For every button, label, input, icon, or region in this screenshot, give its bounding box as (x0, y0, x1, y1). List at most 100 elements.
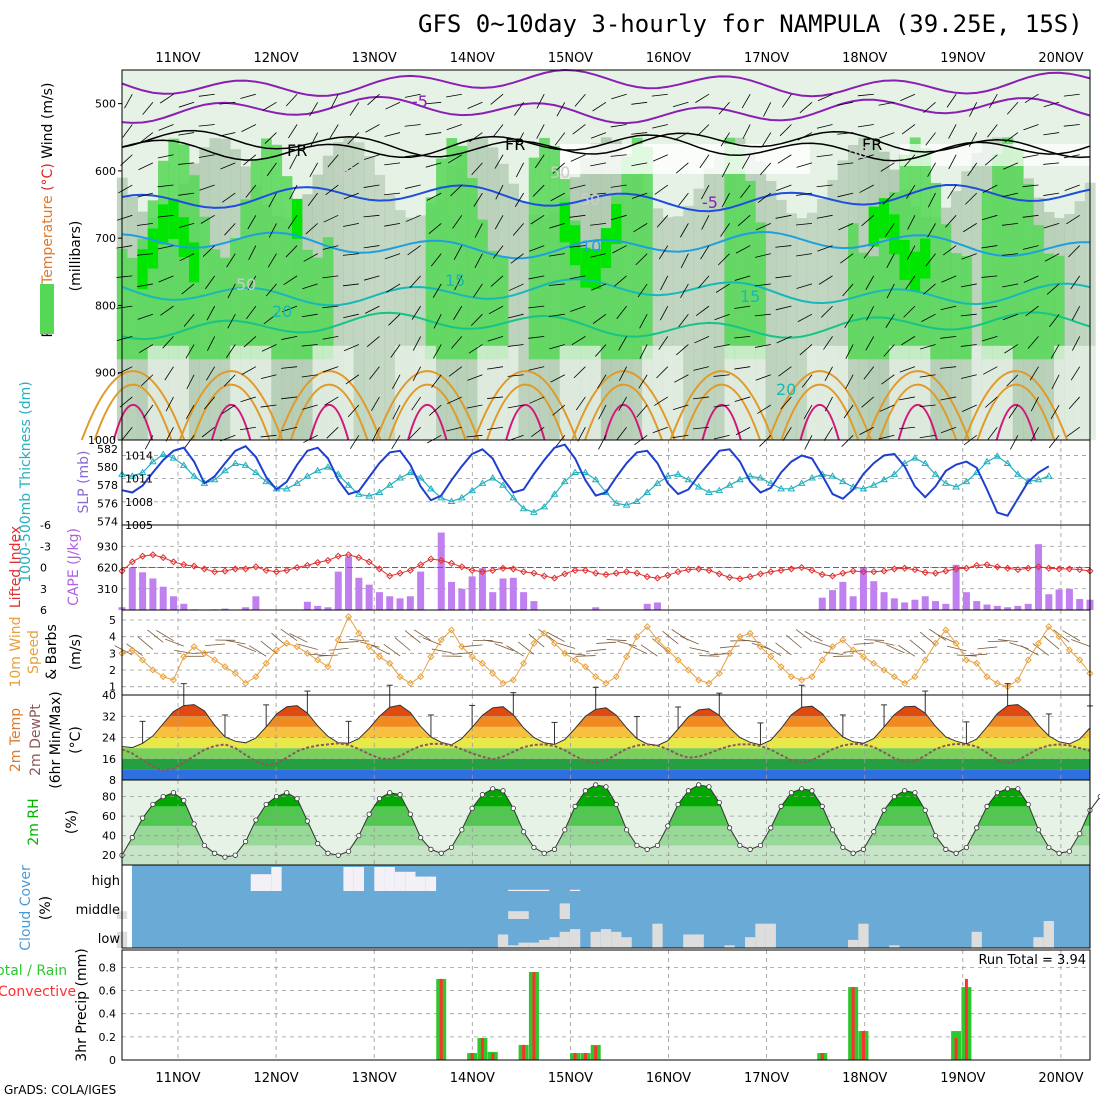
wind-barb (164, 366, 174, 381)
wind-barb (342, 283, 359, 287)
cape-bar (643, 603, 651, 610)
wind-barb (880, 162, 895, 172)
wind-barb (265, 283, 277, 297)
contour-label: FR (287, 141, 307, 160)
wind-barb (281, 396, 298, 400)
lifted-index-point (787, 565, 795, 573)
wind-barb (590, 253, 607, 258)
wind-barb (1029, 366, 1039, 381)
wind-barb (301, 374, 318, 378)
wind-barb (720, 223, 730, 237)
temp-tick: 16 (102, 753, 116, 766)
lifted-index-point (283, 566, 291, 574)
wind-barb (116, 305, 133, 309)
thickness-point (808, 474, 816, 481)
wind-barb-10m (328, 647, 349, 651)
slp-ylabel-part: SLP (mb) (76, 450, 92, 513)
cape-bar (653, 602, 661, 610)
wind-barb (469, 132, 483, 143)
lifted-index-point (623, 568, 631, 576)
wind-barb (198, 124, 215, 127)
wind-speed-point (777, 663, 785, 671)
wind-speed-point (355, 629, 363, 637)
thickness-ylabel: 1000-500mb Thickness (dm) (18, 381, 34, 582)
wind-barb (570, 305, 586, 312)
temp-ylabel-3-part: (6hr Min/Max) (48, 691, 64, 788)
wind-barb (984, 154, 998, 166)
wind-barb (757, 404, 771, 414)
wind-barb-10m (147, 629, 164, 643)
rh-mid-column (405, 217, 416, 440)
wind-speed-point (674, 656, 682, 664)
rh-dry-column (415, 345, 427, 440)
rh-point (1005, 786, 1011, 792)
cape-bar (169, 596, 177, 610)
wind-barb (672, 434, 689, 439)
rh-point (685, 788, 691, 794)
wind-barb (143, 404, 154, 419)
wind-barb (857, 124, 874, 128)
wind-barb (390, 344, 401, 358)
pressure-tick: 500 (95, 98, 116, 111)
rh-point (253, 817, 259, 823)
wind-barb (124, 94, 133, 109)
cape-bar (448, 581, 456, 610)
rh-point (902, 788, 908, 794)
contour-label: 50 (550, 163, 570, 182)
wind-barb (240, 93, 256, 99)
rh-mid-column (796, 217, 808, 440)
wind-barb (713, 374, 730, 377)
wind-barb (845, 344, 854, 359)
precip-frame (121, 949, 1091, 1061)
wind-barb (611, 93, 627, 100)
rh-point (778, 803, 784, 809)
low-cloud-bar (683, 934, 694, 948)
lifted-index-point (190, 562, 198, 570)
thickness-point (282, 484, 291, 492)
slp-panel: 58258057857657410141011100810051000-500m… (18, 381, 1091, 583)
wind-barb (369, 366, 380, 380)
wind-barb (734, 366, 751, 370)
wind-barb (157, 184, 174, 188)
wind-barb (713, 344, 730, 348)
rh-dry-column (497, 345, 509, 440)
upper-ylabel-part: Wind (m/s) (40, 83, 56, 159)
rh-mid-column (508, 183, 519, 440)
lifted-index-point (365, 558, 373, 566)
thickness-point (653, 479, 662, 486)
lifted-index-point (931, 569, 940, 577)
wind-barb (861, 215, 875, 227)
wind-barb (906, 245, 916, 260)
wind-barb (927, 162, 936, 177)
li-tick: 6 (40, 604, 47, 617)
wind-barb (886, 283, 895, 299)
wind-barb (775, 245, 792, 248)
wind-barb (920, 344, 936, 350)
wind-barb-10m (289, 633, 308, 643)
thickness-point (725, 481, 734, 488)
thickness-point (416, 474, 425, 481)
low-cloud-bar (549, 937, 560, 948)
rh-point (665, 823, 671, 829)
high-cloud-bar (539, 889, 550, 891)
wind-barb (157, 154, 174, 159)
wind-barb (1050, 344, 1060, 359)
wind-barb (678, 192, 689, 206)
lifted-index-point (509, 565, 517, 573)
wind-barb (528, 336, 545, 339)
wind-barb (185, 404, 195, 420)
cape-bar (324, 607, 332, 610)
wind-barb (776, 184, 792, 191)
wind-barb-10m (606, 639, 627, 642)
rh-green-column (446, 138, 458, 360)
wind-barb (754, 283, 771, 287)
wind-barb (507, 374, 524, 377)
rh-point (871, 829, 877, 835)
wind-barb (699, 154, 710, 169)
thickness-point (530, 508, 538, 515)
wind-barb (1048, 435, 1060, 449)
rh-mid-column (518, 202, 530, 440)
wind-barb (425, 132, 442, 136)
low-cloud-bar (693, 934, 704, 948)
rh-point (1066, 848, 1073, 854)
